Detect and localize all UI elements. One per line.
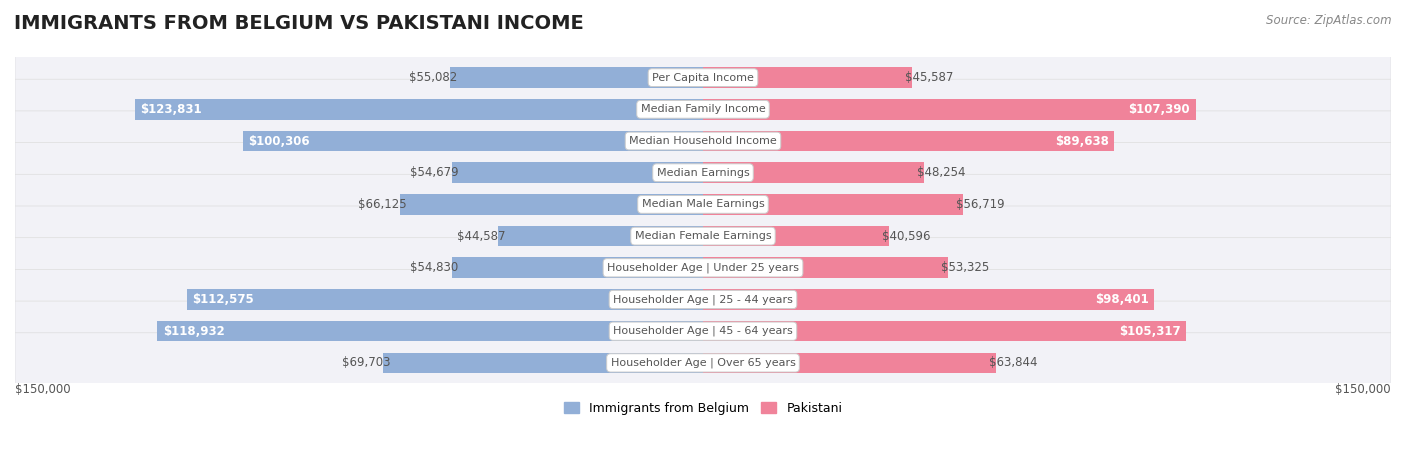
- Text: $56,719: $56,719: [956, 198, 1005, 211]
- Bar: [703, 257, 948, 278]
- Text: Householder Age | 45 - 64 years: Householder Age | 45 - 64 years: [613, 326, 793, 336]
- Text: Median Female Earnings: Median Female Earnings: [634, 231, 772, 241]
- Bar: [399, 194, 703, 215]
- Text: $45,587: $45,587: [905, 71, 953, 84]
- FancyBboxPatch shape: [15, 48, 1391, 108]
- Bar: [453, 163, 703, 183]
- FancyBboxPatch shape: [15, 174, 1391, 234]
- Bar: [157, 321, 703, 341]
- Bar: [703, 321, 1187, 341]
- Text: $53,325: $53,325: [941, 262, 988, 274]
- Text: $55,082: $55,082: [409, 71, 457, 84]
- Text: $89,638: $89,638: [1054, 134, 1109, 148]
- Bar: [384, 353, 703, 373]
- Text: $105,317: $105,317: [1119, 325, 1181, 338]
- Text: Source: ZipAtlas.com: Source: ZipAtlas.com: [1267, 14, 1392, 27]
- Bar: [703, 289, 1154, 310]
- Bar: [703, 99, 1195, 120]
- Text: Median Household Income: Median Household Income: [628, 136, 778, 146]
- Bar: [703, 353, 995, 373]
- Text: $44,587: $44,587: [457, 230, 505, 242]
- FancyBboxPatch shape: [15, 301, 1391, 361]
- Text: $69,703: $69,703: [342, 356, 391, 369]
- Bar: [703, 194, 963, 215]
- Text: $54,679: $54,679: [411, 166, 460, 179]
- Text: Median Earnings: Median Earnings: [657, 168, 749, 178]
- Text: Per Capita Income: Per Capita Income: [652, 73, 754, 83]
- Text: $150,000: $150,000: [15, 383, 70, 396]
- Text: $40,596: $40,596: [883, 230, 931, 242]
- FancyBboxPatch shape: [15, 79, 1391, 140]
- FancyBboxPatch shape: [15, 206, 1391, 266]
- Bar: [703, 163, 924, 183]
- Bar: [703, 131, 1114, 151]
- Text: $48,254: $48,254: [918, 166, 966, 179]
- Text: $112,575: $112,575: [193, 293, 254, 306]
- Bar: [703, 226, 889, 247]
- Text: IMMIGRANTS FROM BELGIUM VS PAKISTANI INCOME: IMMIGRANTS FROM BELGIUM VS PAKISTANI INC…: [14, 14, 583, 33]
- Text: Householder Age | Under 25 years: Householder Age | Under 25 years: [607, 262, 799, 273]
- Text: Median Family Income: Median Family Income: [641, 104, 765, 114]
- Text: $100,306: $100,306: [249, 134, 311, 148]
- Bar: [135, 99, 703, 120]
- Text: Median Male Earnings: Median Male Earnings: [641, 199, 765, 209]
- FancyBboxPatch shape: [15, 269, 1391, 330]
- Text: $98,401: $98,401: [1095, 293, 1149, 306]
- FancyBboxPatch shape: [15, 238, 1391, 298]
- Bar: [499, 226, 703, 247]
- Bar: [451, 257, 703, 278]
- Text: Householder Age | 25 - 44 years: Householder Age | 25 - 44 years: [613, 294, 793, 305]
- Text: $66,125: $66,125: [359, 198, 406, 211]
- Text: $54,830: $54,830: [411, 262, 458, 274]
- Bar: [187, 289, 703, 310]
- Bar: [450, 67, 703, 88]
- Text: $118,932: $118,932: [163, 325, 225, 338]
- FancyBboxPatch shape: [15, 142, 1391, 203]
- Text: Householder Age | Over 65 years: Householder Age | Over 65 years: [610, 358, 796, 368]
- Bar: [243, 131, 703, 151]
- Text: $150,000: $150,000: [1336, 383, 1391, 396]
- Text: $63,844: $63,844: [988, 356, 1038, 369]
- Text: $123,831: $123,831: [141, 103, 202, 116]
- FancyBboxPatch shape: [15, 333, 1391, 393]
- Bar: [703, 67, 912, 88]
- Legend: Immigrants from Belgium, Pakistani: Immigrants from Belgium, Pakistani: [558, 396, 848, 420]
- FancyBboxPatch shape: [15, 111, 1391, 171]
- Text: $107,390: $107,390: [1129, 103, 1189, 116]
